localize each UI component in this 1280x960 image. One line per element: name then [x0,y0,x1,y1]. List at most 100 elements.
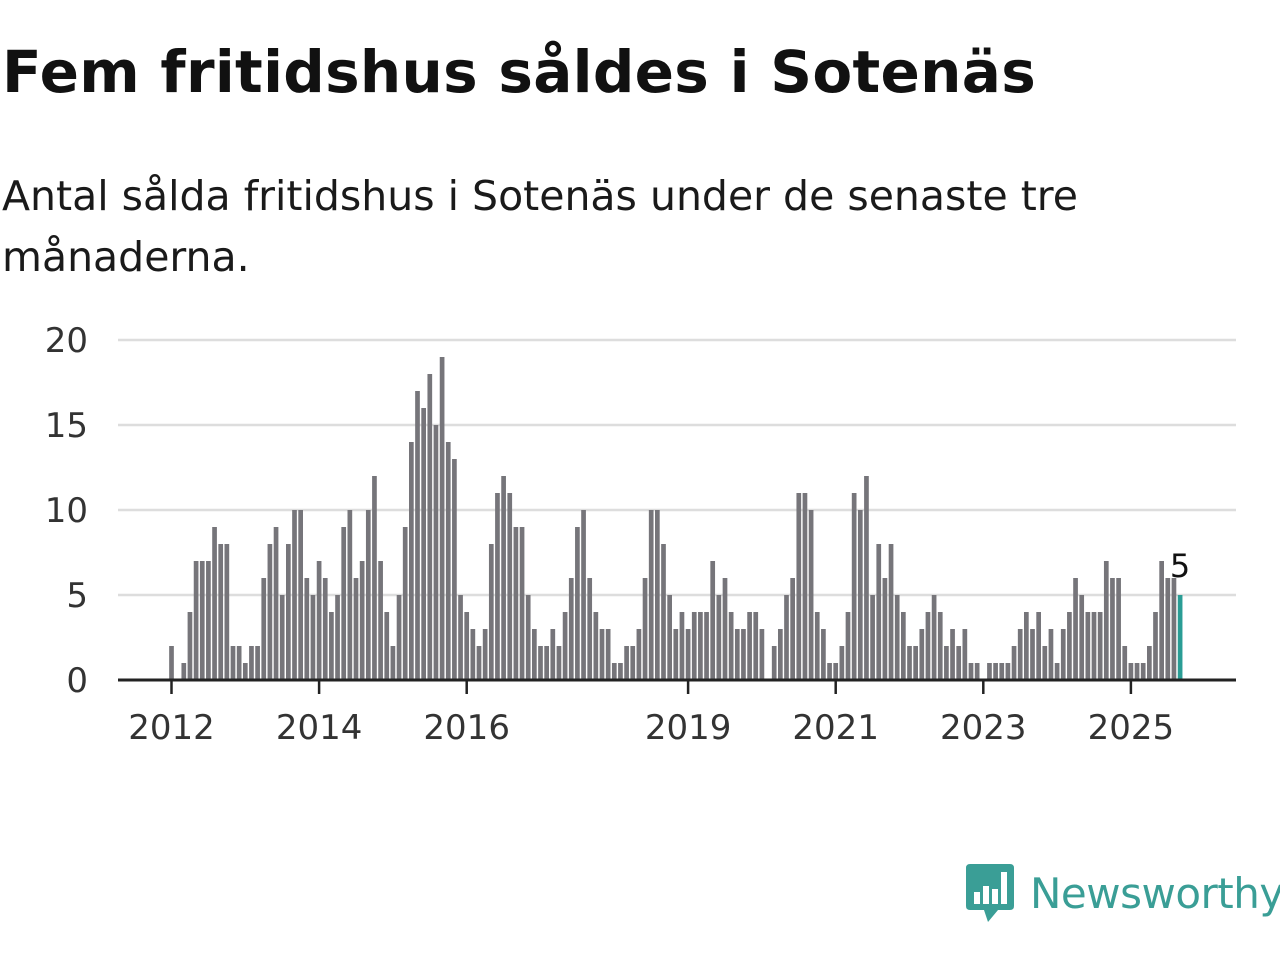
bar [710,561,716,680]
bar [1140,663,1146,680]
grid-lines [118,338,1236,597]
bar [796,493,802,680]
bar [1122,646,1128,680]
y-tick-label-0: 0 [66,661,88,701]
bar [378,561,383,680]
bar [445,442,451,680]
bar [495,493,500,680]
bar [679,612,685,680]
bar [698,612,703,680]
bar [1060,629,1066,680]
bar [1017,629,1023,680]
bar [784,595,789,680]
bar [950,629,955,680]
bar [482,629,488,680]
bar [292,510,297,680]
bar [568,578,574,680]
bar [169,646,174,680]
bar [759,629,765,680]
bar [181,663,187,680]
bar [464,612,470,680]
chart-subtitle: Antal sålda fritidshus i Sotenäs under d… [2,172,1078,281]
bar [230,646,236,680]
bar [267,544,273,680]
bar [642,578,648,680]
bar [433,425,439,680]
bar [390,646,396,680]
bar [1110,578,1115,680]
bar [937,612,943,680]
bar [199,561,205,680]
bar [630,646,636,680]
bar [1085,612,1091,680]
bar [974,663,980,680]
bar [224,544,230,680]
bar [187,612,193,680]
bar [249,646,254,680]
bar [476,646,482,680]
newsworthy-logo-text: Newsworthy [1030,868,1280,918]
bar [808,510,814,680]
bar [316,561,322,680]
bar [814,612,820,680]
bar [685,629,691,680]
bar [882,578,888,680]
bar [1079,595,1085,680]
bar [864,476,869,680]
y-axis-labels: 0 5 10 15 20 [45,321,88,701]
bar [384,612,390,680]
bar [956,646,962,680]
bar [771,646,777,680]
bar [286,544,291,680]
bar [661,544,666,680]
bar [372,476,377,680]
x-axis [118,678,1236,694]
bar [599,629,605,680]
bar [827,663,832,680]
bar [402,527,408,680]
bar [409,442,414,680]
bar [618,663,623,680]
bar [261,578,267,680]
bar [242,663,248,680]
x-tick-label-2014: 2014 [276,708,363,748]
bar [1103,561,1109,680]
bar [673,629,679,680]
bar [1153,612,1158,680]
bar [753,612,759,680]
bar [1128,663,1134,680]
bar [931,595,937,680]
bar [962,629,968,680]
bar [1036,612,1041,680]
bar [790,578,795,680]
bar [747,612,752,680]
bar [310,595,316,680]
bar [341,527,347,680]
bar [255,646,260,680]
bar [519,527,525,680]
bar [907,646,912,680]
bar [1073,578,1078,680]
bar [1116,578,1121,680]
bar [587,578,593,680]
bar [353,578,359,680]
bar [439,357,445,680]
bar [1091,612,1097,680]
bar [575,527,580,680]
bar [728,612,734,680]
annotations: 5 [1170,547,1190,585]
bar [236,646,242,680]
bar [870,595,875,680]
newsworthy-logo[interactable]: Newsworthy [964,862,1280,924]
bar [655,510,660,680]
bar [593,612,599,680]
bar [513,527,519,680]
bar [888,544,894,680]
bar [556,646,562,680]
bar [913,646,918,680]
bar-series [169,357,1183,680]
chart-title: Fem fritidshus såldes i Sotenäs [2,38,1037,106]
bar [1042,646,1048,680]
bar [857,510,863,680]
bar [605,629,611,680]
